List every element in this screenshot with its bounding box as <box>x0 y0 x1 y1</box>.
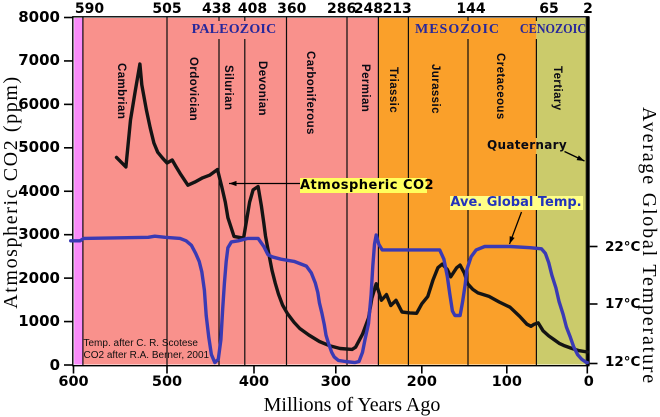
boundary-age-label-590: 590 <box>74 1 105 17</box>
series-curve-temperature <box>68 233 589 365</box>
y-tick-label-5000: 5000 <box>18 138 60 157</box>
y-tick-label-7000: 7000 <box>18 51 60 70</box>
boundary-age-label-286: 286 <box>326 1 357 17</box>
credit-temp-source: Temp. after C. R. Scotese <box>83 337 199 349</box>
temp-series-label: Ave. Global Temp. <box>449 194 583 210</box>
right-tick-label-22: 22°C <box>605 238 641 255</box>
era-label-mesozoic: MESOZOIC <box>414 22 501 37</box>
era-band-precambrian <box>74 18 83 365</box>
boundary-age-label-248: 248 <box>353 1 384 17</box>
period-label-permian: Permian <box>359 64 371 113</box>
boundary-age-label-213: 213 <box>382 1 412 17</box>
period-label-devonian: Devonian <box>256 61 269 116</box>
x-tick-label-600: 600 <box>58 374 89 390</box>
period-label-carboniferous: Carboniferous <box>304 51 316 135</box>
x-tick-label-400: 400 <box>238 374 270 390</box>
y-tick-label-4000: 4000 <box>18 181 60 200</box>
quaternary-arrow-head <box>576 155 585 161</box>
x-tick-label-300: 300 <box>320 374 351 390</box>
y-tick-label-2000: 2000 <box>18 268 60 287</box>
era-label-cenozoic: CENOZOIC <box>519 22 586 37</box>
period-label-cambrian: Cambrian <box>115 63 127 120</box>
co2-series-label: Atmospheric CO2 <box>300 177 435 193</box>
boundary-age-label-360: 360 <box>277 1 307 17</box>
era-label-paleozoic: PALEOZOIC <box>191 22 277 37</box>
period-label-cretaceous: Cretaceous <box>493 53 506 120</box>
credit-co2-source: CO2 after R.A. Berner, 2001 <box>83 349 210 361</box>
series-curve-co2 <box>114 62 589 354</box>
quaternary-label: Quaternary <box>487 138 568 152</box>
right-tick-label-17: 17°C <box>605 296 641 312</box>
boundary-age-label-65: 65 <box>539 1 559 17</box>
x-tick-label-0: 0 <box>583 374 594 390</box>
boundary-age-label-505: 505 <box>152 1 182 17</box>
boundary-age-label-438: 438 <box>201 1 232 17</box>
co2-label-arrow-head <box>229 180 237 187</box>
boundary-age-label-144: 144 <box>456 1 486 17</box>
period-label-silurian: Silurian <box>222 65 234 111</box>
x-tick-label-100: 100 <box>491 374 522 390</box>
y-tick-label-8000: 8000 <box>18 8 60 26</box>
boundary-age-label-408: 408 <box>237 1 268 17</box>
period-label-ordovician: Ordovician <box>186 57 199 122</box>
x-axis-title: Millions of Years Ago <box>263 394 441 416</box>
y-tick-label-1000: 1000 <box>18 312 60 331</box>
period-label-tertiary: Tertiary <box>551 66 563 111</box>
temp-label-arrow-head <box>509 236 515 244</box>
y-tick-label-6000: 6000 <box>18 94 60 113</box>
period-label-jurassic: Jurassic <box>429 64 441 114</box>
plot-border-right-thick <box>586 16 590 366</box>
y-tick-label-0: 0 <box>49 355 60 374</box>
y-tick-label-3000: 3000 <box>18 225 60 244</box>
x-tick-label-500: 500 <box>151 374 183 390</box>
y-axis-title-right: Average Global Temperature <box>638 107 660 385</box>
right-tick-label-12: 12°C <box>605 353 641 370</box>
period-label-triassic: Triassic <box>386 67 399 114</box>
boundary-age-label-2: 2 <box>583 1 593 17</box>
x-tick-label-200: 200 <box>406 374 437 390</box>
